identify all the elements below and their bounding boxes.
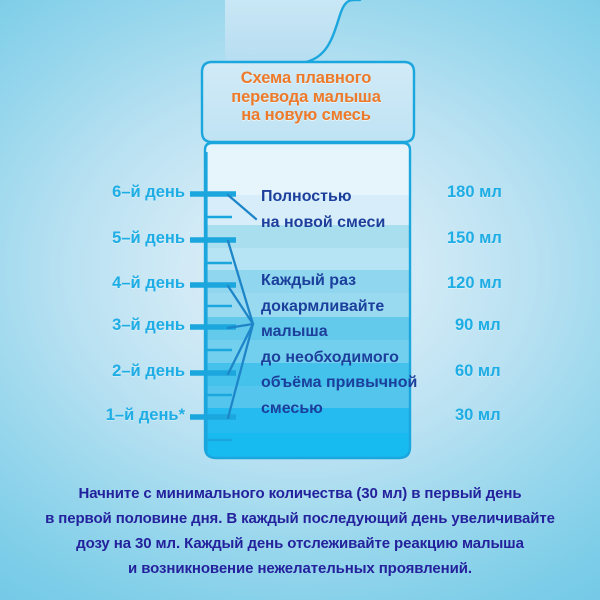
instruction-caption: Начните с минимального количества (30 мл… <box>0 481 600 581</box>
day-label-1: 1–й день* <box>105 406 185 424</box>
callout-top-line-2: на новой смеси <box>261 213 386 231</box>
callout-main-line-3: малыша <box>261 323 328 340</box>
callout-main-line-1: Каждый раз <box>261 272 357 289</box>
title-line-2: перевода малыша <box>231 87 381 106</box>
caption-line-2: в первой половине дня. В каждый последую… <box>45 510 555 527</box>
title-line-1: Схема плавного <box>240 69 372 87</box>
callout-top-line-1: Полностью <box>261 188 352 205</box>
volume-label-90: 90 мл <box>455 316 501 334</box>
callout-main-line-5: объёма привычной <box>261 374 418 391</box>
liquid-fill-bands <box>205 143 410 458</box>
day-label-4: 4–й день <box>112 274 185 292</box>
bottle-teat <box>223 0 362 67</box>
title-line-3: на новую смесь <box>241 106 371 124</box>
day-label-6: 6–й день <box>112 183 185 201</box>
callout-main-line-4: до необходимого <box>261 348 399 366</box>
day-label-2: 2–й день <box>112 362 185 380</box>
callout-full-transition: Полностью на новой смеси <box>261 184 385 235</box>
caption-line-1: Начните с минимального количества (30 мл… <box>78 485 522 502</box>
callout-leader-lines <box>226 193 258 420</box>
volume-label-150: 150 мл <box>447 229 502 247</box>
callout-main-line-6: смесью <box>261 399 323 417</box>
day-label-5: 5–й день <box>112 229 185 247</box>
callout-main-line-2: докармливайте <box>261 297 385 315</box>
callout-supplement-instruction: Каждый раз докармливайте малыша до необх… <box>261 268 417 421</box>
volume-label-120: 120 мл <box>447 274 502 292</box>
volume-label-60: 60 мл <box>455 362 501 380</box>
page-title: Схема плавного перевода малыша на новую … <box>205 69 407 125</box>
caption-line-3: дозу на 30 мл. Каждый день отслеживайте … <box>76 535 524 552</box>
volume-label-180: 180 мл <box>447 183 502 201</box>
volume-label-30: 30 мл <box>455 406 501 424</box>
bottle-body <box>203 141 412 460</box>
bottle-cap <box>200 60 416 144</box>
day-label-3: 3–й день <box>112 316 185 334</box>
caption-line-4: и возникновение нежелательных проявлений… <box>128 560 472 577</box>
